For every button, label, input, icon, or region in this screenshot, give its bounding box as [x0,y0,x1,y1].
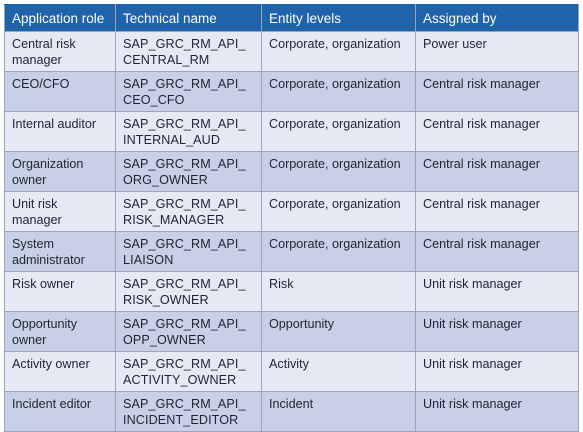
cell-application-role: System administrator [4,231,116,272]
table-row: System administrator SAP_GRC_RM_API_ LIA… [4,231,579,272]
table-row: Activity owner SAP_GRC_RM_API_ ACTIVITY_… [4,351,579,392]
cell-entity-levels: Incident [261,391,416,432]
roles-table-container: Application role Technical name Entity l… [4,4,579,432]
table-row: Incident editor SAP_GRC_RM_API_ INCIDENT… [4,391,579,432]
cell-technical-name: SAP_GRC_RM_API_ ORG_OWNER [115,151,262,192]
table-row: Internal auditor SAP_GRC_RM_API_ INTERNA… [4,111,579,152]
cell-application-role: Opportunity owner [4,311,116,352]
cell-technical-name: SAP_GRC_RM_API_ ACTIVITY_OWNER [115,351,262,392]
table-row: Risk owner SAP_GRC_RM_API_ RISK_OWNER Ri… [4,271,579,312]
cell-technical-name: SAP_GRC_RM_API_ CEO_CFO [115,71,262,112]
cell-application-role: CEO/CFO [4,71,116,112]
cell-technical-name: SAP_GRC_RM_API_ LIAISON [115,231,262,272]
cell-application-role: Activity owner [4,351,116,392]
header-assigned-by: Assigned by [415,4,579,32]
cell-assigned-by: Power user [415,31,579,72]
cell-assigned-by: Unit risk manager [415,271,579,312]
cell-application-role: Central risk manager [4,31,116,72]
cell-entity-levels: Corporate, organization [261,191,416,232]
cell-application-role: Organization owner [4,151,116,192]
cell-application-role: Unit risk manager [4,191,116,232]
table-row: Central risk manager SAP_GRC_RM_API_ CEN… [4,31,579,72]
cell-application-role: Risk owner [4,271,116,312]
cell-assigned-by: Unit risk manager [415,351,579,392]
cell-entity-levels: Corporate, organization [261,111,416,152]
cell-entity-levels: Activity [261,351,416,392]
cell-assigned-by: Central risk manager [415,231,579,272]
cell-assigned-by: Unit risk manager [415,311,579,352]
table-row: CEO/CFO SAP_GRC_RM_API_ CEO_CFO Corporat… [4,71,579,112]
cell-assigned-by: Central risk manager [415,151,579,192]
table-row: Opportunity owner SAP_GRC_RM_API_ OPP_OW… [4,311,579,352]
cell-technical-name: SAP_GRC_RM_API_ CENTRAL_RM [115,31,262,72]
table-row: Unit risk manager SAP_GRC_RM_API_ RISK_M… [4,191,579,232]
table-row: Organization owner SAP_GRC_RM_API_ ORG_O… [4,151,579,192]
cell-entity-levels: Corporate, organization [261,71,416,112]
cell-technical-name: SAP_GRC_RM_API_ INCIDENT_EDITOR [115,391,262,432]
cell-assigned-by: Central risk manager [415,111,579,152]
cell-technical-name: SAP_GRC_RM_API_ RISK_MANAGER [115,191,262,232]
cell-entity-levels: Opportunity [261,311,416,352]
cell-application-role: Incident editor [4,391,116,432]
cell-assigned-by: Central risk manager [415,191,579,232]
cell-entity-levels: Corporate, organization [261,151,416,192]
table-header-row: Application role Technical name Entity l… [4,4,579,32]
cell-technical-name: SAP_GRC_RM_API_ INTERNAL_AUD [115,111,262,152]
cell-entity-levels: Corporate, organization [261,31,416,72]
cell-entity-levels: Risk [261,271,416,312]
cell-entity-levels: Corporate, organization [261,231,416,272]
header-application-role: Application role [4,4,116,32]
cell-assigned-by: Central risk manager [415,71,579,112]
roles-table: Application role Technical name Entity l… [4,4,579,432]
cell-application-role: Internal auditor [4,111,116,152]
cell-technical-name: SAP_GRC_RM_API_ RISK_OWNER [115,271,262,312]
header-technical-name: Technical name [115,4,262,32]
header-entity-levels: Entity levels [261,4,416,32]
cell-technical-name: SAP_GRC_RM_API_ OPP_OWNER [115,311,262,352]
cell-assigned-by: Unit risk manager [415,391,579,432]
